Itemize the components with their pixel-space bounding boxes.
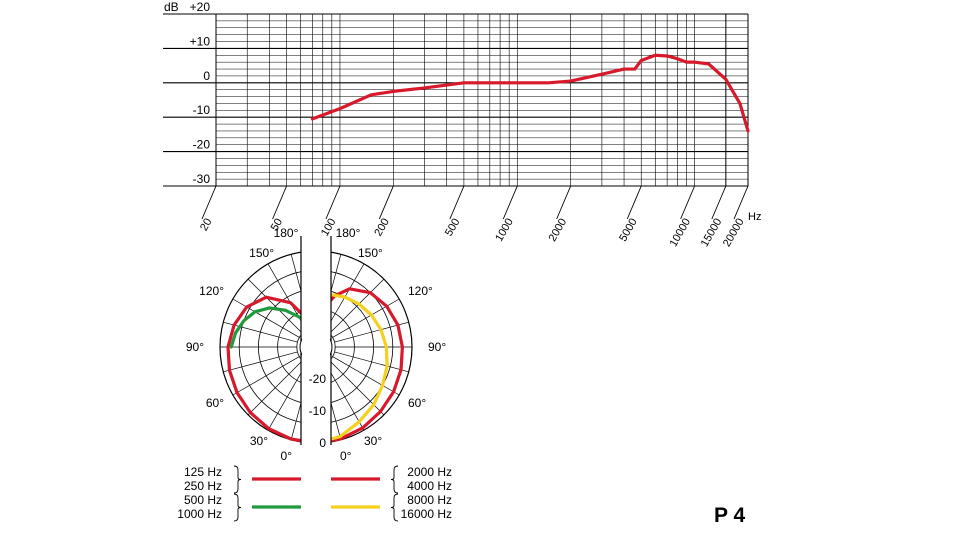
legend-brace (390, 493, 399, 522)
polar-spoke (232, 298, 300, 338)
polar-radial-label: 0 (319, 436, 326, 450)
x-tick-mark (711, 185, 727, 220)
x-tick-mark (449, 185, 465, 220)
polar-angle-label: 180° (336, 226, 361, 240)
frequency-response-line (310, 53, 750, 133)
polar-angle-label: 150° (249, 246, 274, 260)
x-tick-label: 20000 (721, 217, 747, 249)
polar-angle-label: 0° (340, 449, 352, 463)
legend-label: 4000 Hz (407, 479, 452, 493)
x-tick-label: 5000 (617, 217, 640, 244)
x-tick-mark (626, 185, 642, 220)
legend-label: 2000 Hz (407, 465, 452, 479)
x-tick-mark (502, 185, 518, 220)
legend-brace (390, 465, 399, 494)
x-tick-label: 1000 (493, 217, 516, 244)
polar-angle-label: 60° (408, 396, 426, 410)
x-tick-mark (325, 185, 341, 220)
legend-label: 250 Hz (184, 479, 222, 493)
x-tick-mark (733, 185, 749, 220)
polar-angle-label: 150° (358, 246, 383, 260)
x-tick-mark (378, 185, 394, 220)
legend-label: 125 Hz (184, 465, 222, 479)
y-tick-label: +20 (190, 0, 211, 14)
model-label: P 4 (714, 504, 746, 527)
legend-brace (233, 465, 242, 494)
polar-spoke (223, 351, 298, 373)
legend-brace (233, 493, 242, 522)
polar-angle-label: 120° (408, 284, 433, 298)
frequency-response-chart: +20+100-10-20-30 20 50 100 200 500 1000 2000 50… (163, 0, 761, 249)
polar-angle-label: 90° (428, 340, 446, 354)
polar-spoke (329, 278, 385, 334)
x-tick-mark (556, 185, 572, 220)
polar-center-mask (302, 330, 330, 364)
polar-spoke (329, 360, 385, 416)
polar-spoke (332, 356, 400, 396)
legend-label: 1000 Hz (177, 507, 222, 521)
x-tick-label: 500 (443, 217, 463, 239)
polar-spoke (267, 363, 307, 431)
polar-angle-label: 90° (186, 340, 204, 354)
frequency-y-ticks: +20 +10 0 -10 -20 -30 (190, 0, 211, 186)
polar-angle-label: 30° (364, 434, 382, 448)
x-tick-mark (201, 185, 217, 220)
polar-spoke (232, 356, 300, 396)
x-tick-label: 200 (372, 217, 392, 239)
frequency-y-unit: dB (164, 0, 179, 14)
frequency-x-unit: Hz (748, 211, 761, 223)
x-tick-label: 15000 (699, 217, 725, 249)
polar-pattern-chart: 180°150°120°90°60°30°0°180°150°120°90°60… (186, 226, 447, 463)
x-tick-label: 50 (269, 217, 286, 234)
polar-angle-label: 180° (274, 226, 299, 240)
x-tick-label: 2000 (547, 217, 570, 244)
polar-angle-label: 30° (250, 434, 268, 448)
y-tick-label: -10 (193, 103, 211, 117)
legend-label: 8000 Hz (407, 493, 452, 507)
polar-spoke (247, 360, 303, 416)
polar-angle-label: 60° (206, 396, 224, 410)
polar-curves (226, 287, 404, 445)
y-tick-label: -20 (193, 138, 211, 152)
polar-curve (314, 292, 389, 445)
polar-radial-label: -10 (309, 404, 327, 418)
polar-spoke (247, 278, 303, 334)
polar-grid (219, 250, 413, 444)
polar-labels: 180°150°120°90°60°30°0°180°150°120°90°60… (186, 226, 447, 463)
polar-spoke (334, 351, 409, 373)
y-tick-label: 0 (203, 69, 210, 83)
x-tick-mark (680, 185, 696, 220)
polar-spoke (332, 298, 400, 338)
polar-spoke (325, 363, 365, 431)
x-tick-label: 10000 (668, 217, 694, 249)
polar-divider (299, 236, 333, 448)
polar-angle-label: 0° (281, 449, 293, 463)
x-tick-mark (272, 185, 287, 220)
polar-radial-label: -20 (309, 372, 327, 386)
frequency-grid (163, 13, 749, 187)
y-tick-label: -30 (193, 172, 211, 186)
y-tick-label: +10 (190, 34, 211, 48)
legend-label: 16000 Hz (401, 507, 452, 521)
x-tick-label: 20 (198, 217, 215, 234)
polar-angle-label: 120° (199, 284, 224, 298)
legend-label: 500 Hz (184, 493, 222, 507)
